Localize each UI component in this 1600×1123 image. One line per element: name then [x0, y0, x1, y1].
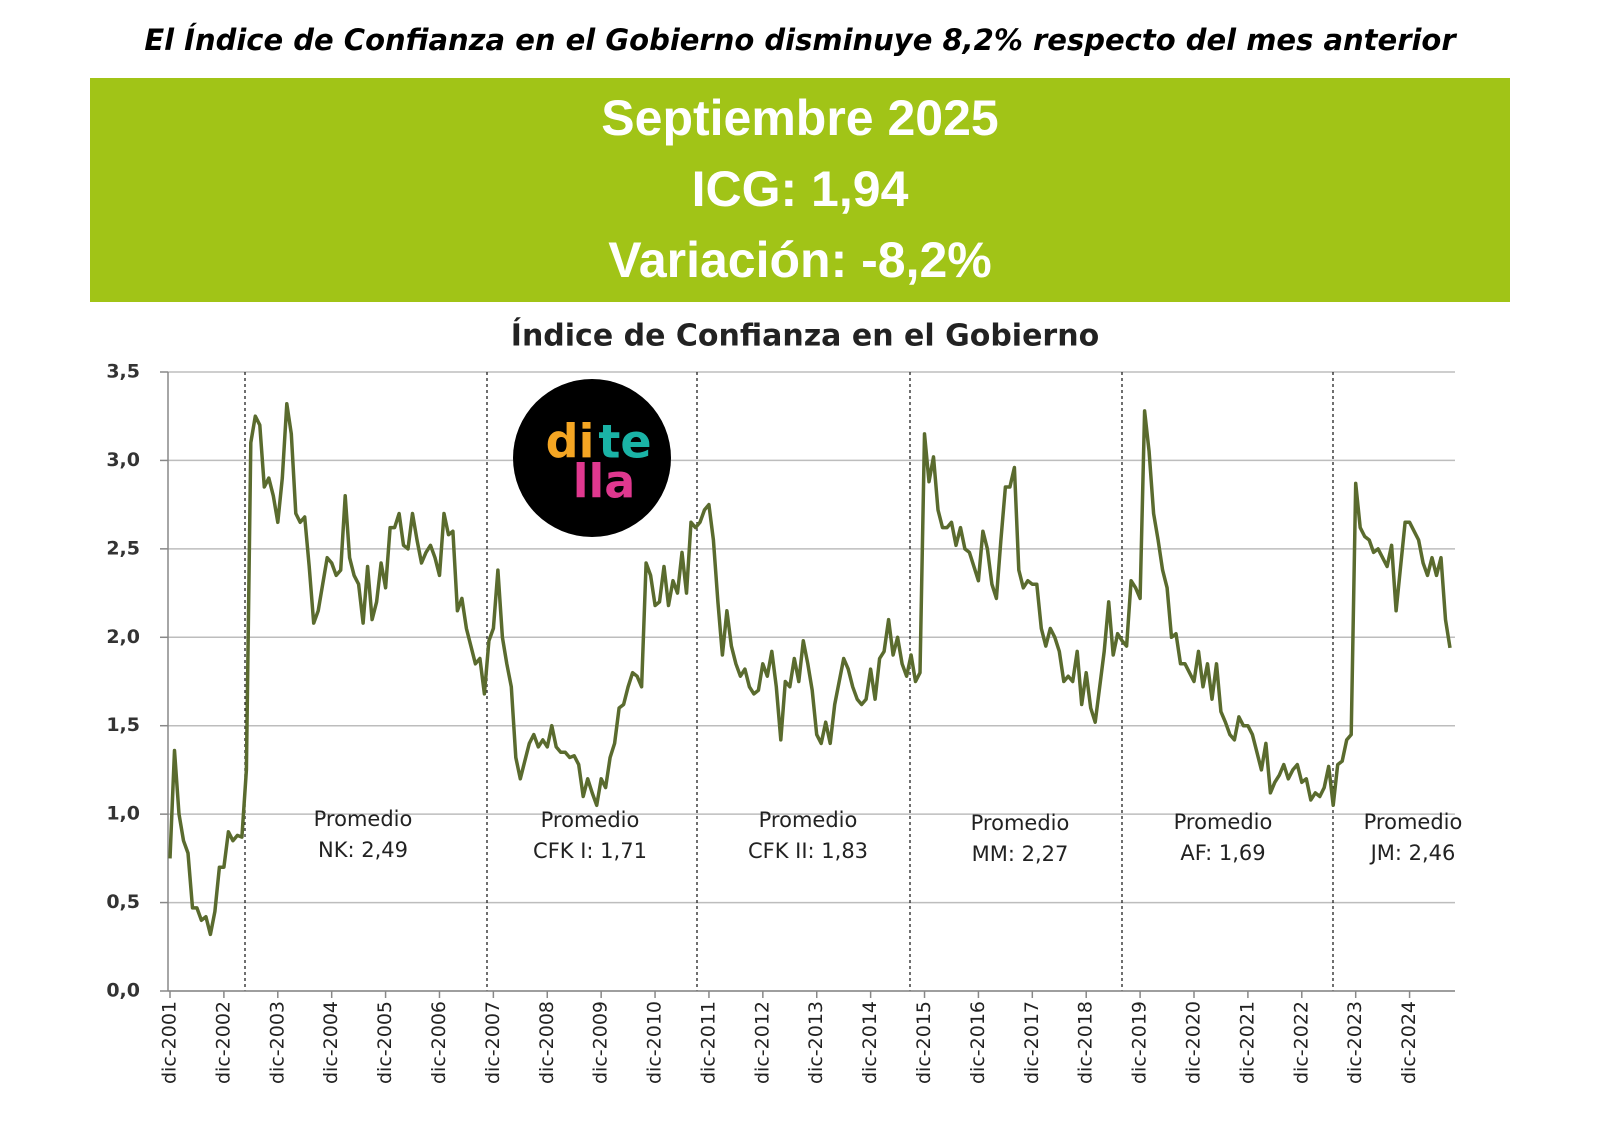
logo-text: te	[598, 415, 651, 469]
logo: di te lla	[513, 379, 671, 537]
box-line: Variación: -8,2%	[608, 232, 992, 288]
y-tick-label: 1,5	[106, 714, 140, 736]
y-tick-label: 3,5	[106, 361, 140, 383]
x-tick-label: dic-2009	[590, 1001, 612, 1084]
box-line: Septiembre 2025	[601, 90, 998, 146]
period-average: AF: 1,69	[1180, 841, 1265, 865]
x-tick-label: dic-2012	[751, 1001, 773, 1084]
x-tick-label: dic-2016	[967, 1001, 989, 1084]
period-average: CFK II: 1,83	[748, 839, 868, 863]
x-tick-label: dic-2003	[266, 1001, 288, 1084]
y-tick-label: 3,0	[106, 449, 140, 471]
x-tick-label: dic-2010	[644, 1001, 666, 1084]
x-tick-label: dic-2008	[536, 1001, 558, 1084]
page-title: El Índice de Confianza en el Gobierno di…	[144, 23, 1457, 57]
x-tick-label: dic-2013	[805, 1001, 827, 1084]
x-tick-label: dic-2014	[859, 1001, 881, 1084]
y-tick-label: 2,5	[106, 537, 140, 559]
y-tick-label: 0,5	[106, 891, 140, 913]
x-tick-label: dic-2015	[913, 1001, 935, 1084]
x-tick-label: dic-2020	[1183, 1001, 1205, 1084]
y-tick-label: 1,0	[106, 803, 140, 825]
data-line	[168, 402, 1452, 937]
x-tick-label: dic-2004	[320, 1001, 342, 1084]
x-tick-label: dic-2011	[697, 1001, 719, 1084]
x-tick-label: dic-2019	[1129, 1001, 1151, 1084]
period-average: MM: 2,27	[972, 842, 1069, 866]
logo-circle	[513, 379, 671, 537]
period-average: Promedio	[759, 808, 858, 832]
period-average: Promedio	[971, 811, 1070, 835]
box-line: ICG: 1,94	[692, 161, 909, 217]
logo-text: di	[546, 415, 595, 469]
x-tick-label: dic-2007	[482, 1001, 504, 1084]
x-tick-label: dic-2001	[159, 1001, 181, 1084]
period-average: NK: 2,49	[318, 838, 408, 862]
x-tick-label: dic-2006	[428, 1001, 450, 1084]
period-average: CFK I: 1,71	[533, 839, 647, 863]
period-average: Promedio	[1174, 810, 1273, 834]
period-average: JM: 2,46	[1369, 841, 1456, 865]
summary-box	[90, 78, 1510, 302]
period-average: Promedio	[541, 808, 640, 832]
x-tick-label: dic-2022	[1290, 1001, 1312, 1084]
x-tick-label: dic-2002	[212, 1001, 234, 1084]
x-tick-label: dic-2023	[1344, 1001, 1366, 1084]
x-tick-label: dic-2017	[1021, 1001, 1043, 1084]
x-tick-label: dic-2024	[1398, 1001, 1420, 1084]
x-tick-label: dic-2005	[374, 1001, 396, 1084]
chart-title: Índice de Confianza en el Gobierno	[511, 318, 1099, 354]
period-average: Promedio	[1364, 810, 1463, 834]
x-tick-label: dic-2018	[1075, 1001, 1097, 1084]
period-average: Promedio	[314, 807, 413, 831]
y-tick-label: 0,0	[106, 980, 140, 1002]
y-tick-label: 2,0	[106, 626, 140, 648]
x-tick-label: dic-2021	[1236, 1001, 1258, 1084]
logo-text: lla	[573, 455, 636, 509]
